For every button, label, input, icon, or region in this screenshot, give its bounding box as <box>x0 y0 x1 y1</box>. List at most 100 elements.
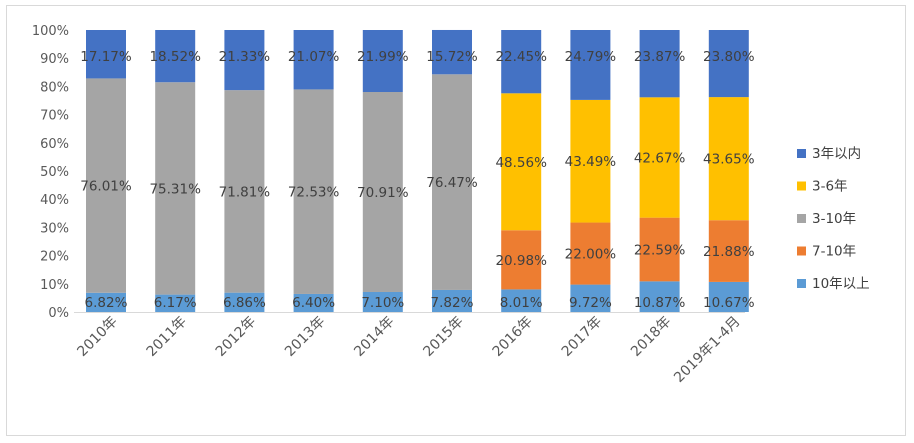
x-tick-label: 2010年 <box>74 314 120 360</box>
bar-segment <box>362 30 403 93</box>
data-label: 7.82% <box>431 295 474 311</box>
x-tick-label: 2015年 <box>420 314 466 360</box>
legend-label: 10年以上 <box>812 276 870 292</box>
bar-segment <box>293 293 334 312</box>
bar-segment <box>708 30 749 98</box>
data-labels: 6.82% 76.01% 17.17% 6.17% 75.31% 18.52% 6.86% 7… <box>80 49 754 311</box>
bar-segment <box>224 90 265 293</box>
x-tick-label: 2017年 <box>559 314 605 360</box>
bar-segment <box>86 78 126 293</box>
bar-segment <box>224 292 265 312</box>
bar-segment <box>432 74 472 290</box>
legend-label: 3-10年 <box>812 211 856 227</box>
x-tick-label: 2016年 <box>490 314 536 360</box>
bar-segment <box>501 93 542 231</box>
data-label: 75.31% <box>149 181 201 197</box>
legend-swatch <box>797 181 806 191</box>
y-tick-label: 50% <box>40 165 69 180</box>
y-tick-label: 40% <box>40 193 69 208</box>
bars <box>86 29 749 312</box>
y-tick-label: 20% <box>40 250 69 265</box>
data-label: 7.10% <box>361 295 404 311</box>
data-label: 70.91% <box>357 185 409 201</box>
y-tick-label: 10% <box>40 278 69 293</box>
legend-label: 3年以内 <box>812 146 861 162</box>
x-tick-label: 2011年 <box>144 314 190 360</box>
bar-segment <box>293 30 334 90</box>
x-tick-label: 2014年 <box>351 314 397 360</box>
bar-segment <box>362 92 403 292</box>
data-label: 43.49% <box>565 154 617 170</box>
bar-segment <box>708 97 749 221</box>
legend-label: 7-10年 <box>812 244 856 260</box>
data-label: 21.07% <box>288 49 340 65</box>
bar-segment <box>708 220 749 282</box>
data-label: 6.17% <box>154 295 197 311</box>
data-label: 21.33% <box>219 49 271 65</box>
bar-segment <box>708 281 749 312</box>
data-label: 17.17% <box>80 49 132 65</box>
bar-segment <box>570 30 611 100</box>
data-label: 76.47% <box>426 175 478 191</box>
data-label: 20.98% <box>495 253 547 269</box>
bar-segment <box>155 82 196 295</box>
bar-segment <box>224 30 265 91</box>
bar-segment <box>639 30 680 98</box>
bar-segment <box>432 29 472 75</box>
legend: 3年以内 3-6年 3-10年 7-10年 10年以上 <box>797 146 870 292</box>
y-tick-label: 70% <box>40 109 69 124</box>
bar-segment <box>570 284 611 312</box>
data-label: 23.80% <box>703 49 755 65</box>
legend-swatch <box>797 214 806 223</box>
data-label: 42.67% <box>634 150 686 166</box>
data-label: 22.45% <box>495 49 547 65</box>
y-tick-label: 90% <box>40 52 69 67</box>
legend-swatch <box>797 279 806 288</box>
y-tick-label: 0% <box>48 306 69 321</box>
bar-segment <box>570 222 611 285</box>
y-axis: 0% 10% 20% 30% 40% 50% 60% 70% 80% 90% 100% <box>32 24 69 321</box>
bar-segment <box>155 294 196 312</box>
data-label: 9.72% <box>569 295 612 311</box>
data-label: 6.82% <box>85 295 128 311</box>
legend-swatch <box>797 246 806 256</box>
data-label: 6.86% <box>223 295 266 311</box>
y-tick-label: 100% <box>32 24 69 39</box>
bar-segment <box>293 89 334 294</box>
y-tick-label: 30% <box>40 221 69 236</box>
y-tick-label: 60% <box>40 137 69 152</box>
bar-segment <box>86 30 126 79</box>
data-label: 6.40% <box>292 295 335 311</box>
bar-segment <box>639 97 680 218</box>
data-label: 43.65% <box>703 152 755 168</box>
data-label: 15.72% <box>426 49 478 65</box>
bar-segment <box>362 291 403 312</box>
x-tick-label: 2013年 <box>282 314 328 360</box>
data-label: 22.00% <box>565 247 617 263</box>
data-label: 18.52% <box>149 49 201 65</box>
legend-swatch <box>797 149 806 158</box>
data-label: 23.87% <box>634 49 686 65</box>
data-label: 8.01% <box>500 295 543 311</box>
legend-label: 3-6年 <box>812 179 848 195</box>
bar-segment <box>501 30 542 94</box>
x-tick-label: 2019年1-4月 <box>671 314 743 386</box>
data-label: 76.01% <box>80 179 132 195</box>
data-label: 72.53% <box>288 185 340 201</box>
data-label: 24.79% <box>565 49 617 65</box>
data-label: 10.87% <box>634 295 686 311</box>
x-tick-label: 2012年 <box>213 314 259 360</box>
data-label: 10.67% <box>703 295 755 311</box>
data-label: 48.56% <box>495 155 547 171</box>
x-tick-label: 2018年 <box>628 314 674 360</box>
data-label: 21.88% <box>703 244 755 260</box>
bar-segment <box>155 30 196 83</box>
data-label: 22.59% <box>634 242 686 258</box>
bar-segment <box>86 292 126 312</box>
y-tick-label: 80% <box>40 80 69 95</box>
bar-segment <box>570 99 611 223</box>
data-label: 21.99% <box>357 49 409 65</box>
bar-segment <box>639 217 680 282</box>
bar-segment <box>432 289 472 312</box>
